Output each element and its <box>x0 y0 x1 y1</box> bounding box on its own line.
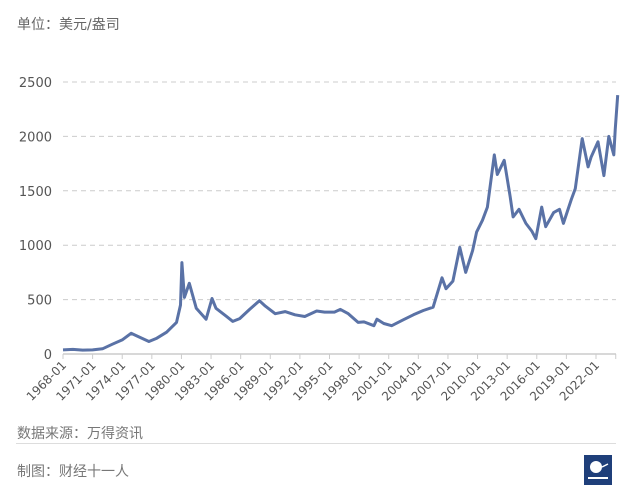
globe-icon <box>588 461 609 479</box>
source-label: 数据来源：万得资讯 <box>17 426 143 442</box>
brand-logo <box>584 455 612 485</box>
divider <box>16 443 616 444</box>
gold-price-chart: 050010001500200025001968-011971-011974-0… <box>19 76 620 404</box>
unit-label: 单位：美元/盎司 <box>17 17 120 33</box>
maker-label: 制图：财经十一人 <box>17 464 129 480</box>
y-tick-label: 2500 <box>19 76 52 91</box>
y-tick-label: 2000 <box>19 130 52 145</box>
price-line <box>62 94 620 352</box>
y-tick-label: 0 <box>44 348 52 363</box>
y-tick-label: 1000 <box>19 239 52 254</box>
y-tick-label: 500 <box>27 294 52 309</box>
y-tick-label: 1500 <box>19 185 52 200</box>
